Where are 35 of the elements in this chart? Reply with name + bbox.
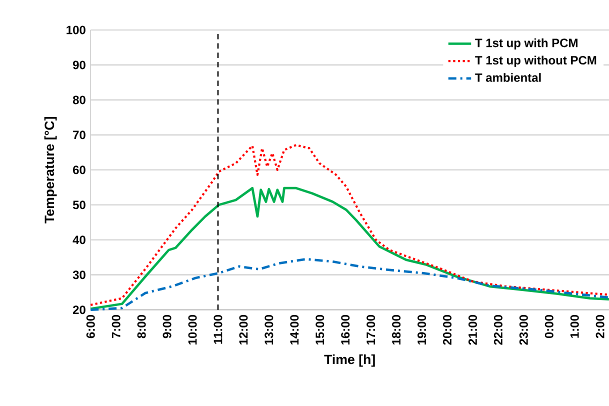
x-tick-label: 17:00 — [366, 314, 376, 344]
y-tick-label: 50 — [72, 200, 86, 209]
x-tick-label: 2:00 — [596, 314, 604, 338]
x-tick-label: 14:00 — [290, 314, 299, 344]
y-tick-label: 60 — [73, 165, 86, 174]
x-tick-label: 23:00 — [519, 314, 528, 345]
y-axis-title: Temperature [°C] — [44, 116, 57, 224]
x-tick-label: 18:00 — [392, 314, 401, 344]
x-tick-label: 19:00 — [418, 314, 426, 344]
x-tick-label: 0:00 — [544, 314, 554, 338]
x-tick-label: 10:00 — [188, 314, 197, 344]
y-tick-label: 100 — [66, 26, 86, 34]
y-tick-label: 80 — [72, 95, 86, 104]
x-tick-label: 13:00 — [264, 314, 274, 344]
x-tick-label: 22:00 — [494, 314, 502, 345]
x-tick-label: 16:00 — [341, 314, 350, 344]
x-tick-label: 8:00 — [137, 314, 146, 338]
y-tick-label: 30 — [72, 270, 86, 279]
x-tick-label: 12:00 — [239, 314, 248, 344]
legend-label: T 1st up without PCM — [475, 56, 596, 67]
legend-label: T ambiental — [475, 72, 541, 82]
legend-label: T 1st up with PCM — [475, 38, 578, 50]
x-axis-title: Time [h] — [324, 354, 375, 367]
y-tick-label: 40 — [72, 235, 86, 244]
y-tick-label: 70 — [73, 130, 86, 139]
x-tick-label: 15:00 — [316, 314, 324, 344]
y-tick-label: 90 — [72, 60, 86, 69]
x-tick-label: 21:00 — [468, 314, 477, 345]
x-tick-label: 11:00 — [214, 314, 222, 344]
x-tick-label: 20:00 — [442, 314, 452, 345]
x-tick-label: 7:00 — [112, 314, 120, 338]
y-tick-label: 20 — [72, 305, 86, 314]
x-tick-label: 9:00 — [162, 314, 172, 338]
x-tick-label: 1:00 — [570, 314, 579, 338]
x-tick-label: 6:00 — [86, 314, 95, 338]
